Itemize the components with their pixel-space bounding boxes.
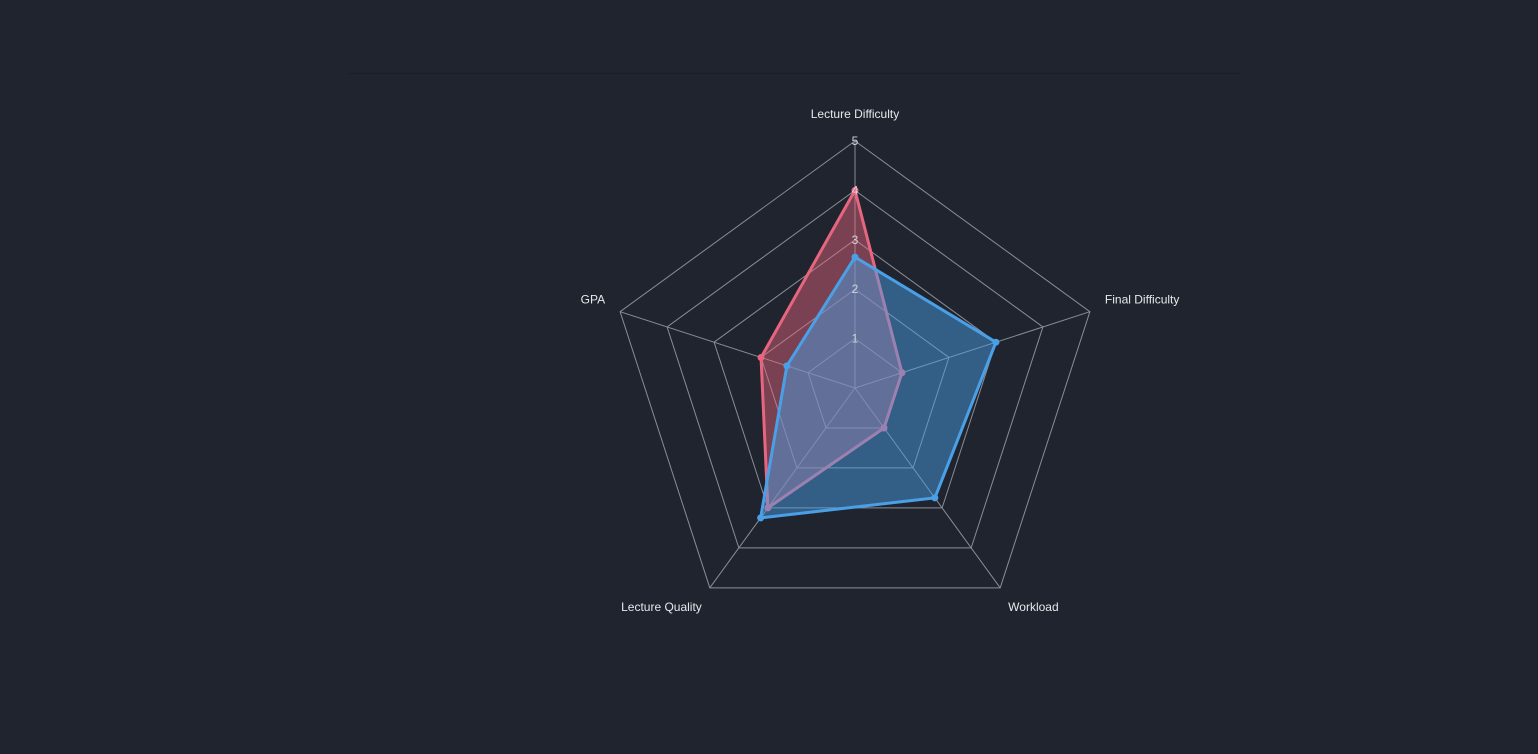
series-0-point-1[interactable] — [898, 369, 906, 377]
series-1-area — [759, 255, 998, 520]
series-0 — [757, 186, 906, 512]
radial-tick-labels: 1 2 3 4 5 — [852, 134, 859, 346]
grid-spoke-2 — [854, 387, 1001, 589]
axis-label: Lecture Difficulty — [811, 107, 899, 121]
grid-ring-1 — [807, 337, 903, 429]
tick-label: 3 — [852, 233, 859, 247]
series-0-point-0[interactable] — [851, 186, 859, 194]
grid-ring-5 — [619, 140, 1091, 589]
axis-label: Lecture Quality — [621, 600, 702, 614]
axis-label: Final Difficulty — [1105, 293, 1179, 307]
radar-series — [757, 186, 1000, 522]
grid-spoke-1 — [854, 311, 1091, 389]
axis-labels: Lecture Difficulty Final Difficulty Worklo… — [581, 107, 1180, 614]
tick-label: 2 — [852, 282, 859, 296]
top-divider — [348, 73, 1240, 74]
series-1-point-2[interactable] — [931, 494, 939, 502]
grid-ring-4 — [666, 189, 1044, 549]
series-0-point-4[interactable] — [757, 353, 765, 361]
tick-label: 5 — [852, 134, 859, 148]
grid-spoke-4 — [619, 311, 856, 389]
series-1-point-3[interactable] — [757, 514, 765, 522]
series-1-point-4[interactable] — [783, 362, 791, 370]
series-0-area — [759, 188, 904, 510]
tick-label: 1 — [852, 332, 859, 346]
series-1-point-1[interactable] — [992, 338, 1000, 346]
grid-ring-2 — [760, 288, 950, 469]
grid-spoke-3 — [709, 387, 856, 589]
axis-label: GPA — [581, 293, 605, 307]
series-0-point-3[interactable] — [764, 504, 772, 512]
radar-grid — [619, 140, 1091, 589]
tick-label: 4 — [852, 183, 859, 197]
series-1-point-0[interactable] — [851, 253, 859, 261]
series-0-point-2[interactable] — [880, 424, 888, 432]
axis-label: Workload — [1008, 600, 1058, 614]
series-1 — [757, 253, 1000, 522]
